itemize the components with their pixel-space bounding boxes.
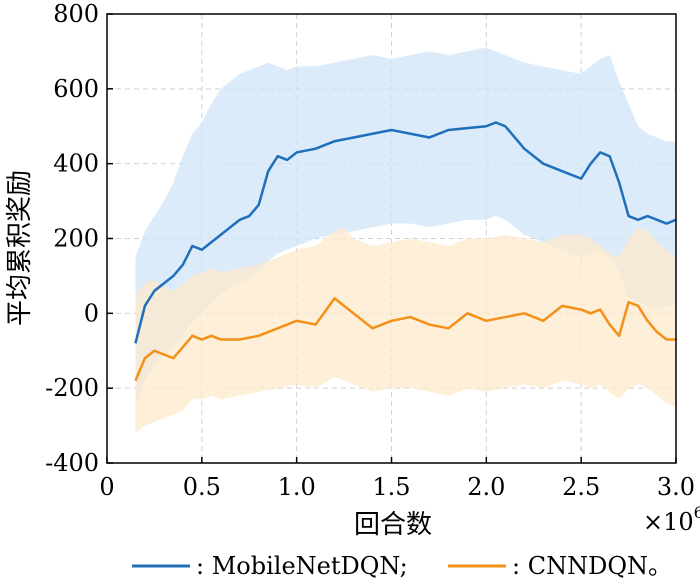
confidence-bands	[135, 47, 676, 434]
x-tick-label: 2.0	[467, 473, 505, 501]
legend-label-mobilenetdqn: : MobileNetDQN;	[196, 552, 408, 580]
legend: : MobileNetDQN; : CNNDQN。	[132, 552, 672, 580]
x-tick-label: 2.5	[562, 473, 600, 501]
x-tick-label: 1.0	[278, 473, 316, 501]
x-tick-label: 3.0	[657, 473, 695, 501]
x-axis-title: 回合数	[354, 510, 432, 540]
x-multiplier-label: ×106	[643, 503, 700, 536]
legend-label-cnndqn: : CNNDQN。	[512, 552, 672, 580]
confidence-band-series-1	[135, 227, 676, 434]
x-tick-label: 1.5	[372, 473, 410, 501]
y-tick-label: 400	[53, 150, 99, 178]
y-axis-ticks: -400 -200 0 200 400 600 800	[45, 0, 113, 477]
y-tick-label: 200	[53, 225, 99, 253]
y-tick-label: -400	[45, 449, 99, 477]
series-line-1	[134, 297, 676, 382]
y-tick-label: 0	[84, 299, 99, 327]
x-tick-label: 0.5	[183, 473, 221, 501]
y-axis-title: 平均累积奖励	[5, 170, 35, 326]
y-tick-label: -200	[45, 374, 99, 402]
confidence-band-series-0	[135, 47, 676, 407]
x-tick-label: 0	[99, 473, 114, 501]
y-tick-label: 800	[53, 0, 99, 28]
series-line-0	[134, 121, 677, 344]
y-tick-label: 600	[53, 75, 99, 103]
series-lines	[134, 121, 677, 382]
x-axis-ticks: 0 0.5 1.0 1.5 2.0 2.5 3.0	[99, 457, 695, 501]
